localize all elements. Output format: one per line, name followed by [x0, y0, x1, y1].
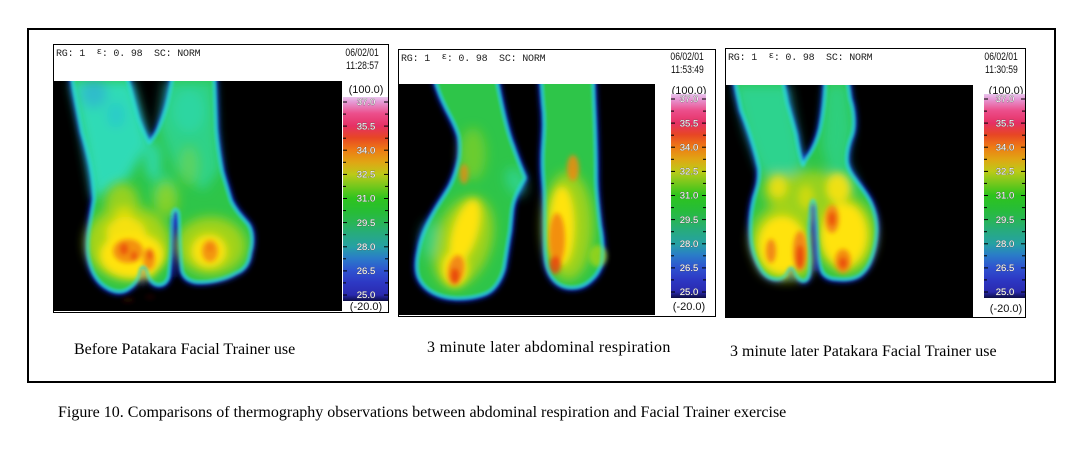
svg-text:29.5: 29.5 — [996, 215, 1015, 226]
svg-text:34.0: 34.0 — [357, 146, 376, 157]
svg-text:35.5: 35.5 — [996, 118, 1015, 129]
svg-text:25.0: 25.0 — [680, 287, 699, 298]
svg-text:35.5: 35.5 — [680, 118, 699, 129]
svg-text:31.0: 31.0 — [996, 191, 1015, 202]
svg-text:29.5: 29.5 — [357, 218, 376, 229]
svg-text:35.5: 35.5 — [357, 121, 376, 132]
svg-text:25.0: 25.0 — [996, 287, 1015, 298]
svg-text:31.0: 31.0 — [357, 194, 376, 205]
svg-text:28.0: 28.0 — [680, 239, 699, 250]
svg-text:26.5: 26.5 — [996, 263, 1015, 274]
svg-text:29.5: 29.5 — [680, 215, 699, 226]
svg-text:32.5: 32.5 — [357, 170, 376, 181]
svg-text:31.0: 31.0 — [680, 191, 699, 202]
svg-text:32.5: 32.5 — [996, 167, 1015, 178]
svg-text:25.0: 25.0 — [357, 290, 376, 301]
svg-text:37.0: 37.0 — [996, 94, 1015, 105]
svg-text:28.0: 28.0 — [996, 239, 1015, 250]
svg-text:32.5: 32.5 — [680, 167, 699, 178]
svg-text:37.0: 37.0 — [357, 97, 376, 108]
svg-text:34.0: 34.0 — [996, 143, 1015, 154]
svg-text:34.0: 34.0 — [680, 143, 699, 154]
svg-text:26.5: 26.5 — [680, 263, 699, 274]
svg-text:28.0: 28.0 — [357, 242, 376, 253]
svg-text:37.0: 37.0 — [680, 94, 699, 105]
svg-text:26.5: 26.5 — [357, 266, 376, 277]
